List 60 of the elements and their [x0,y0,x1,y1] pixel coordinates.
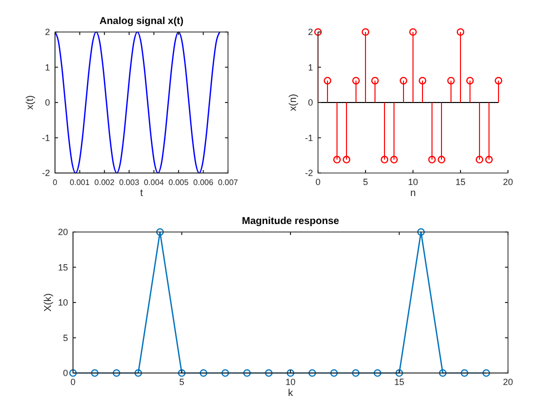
y-axis-title: x(n) [288,94,299,112]
x-tick-label: 5 [179,377,184,387]
x-tick-label: 20 [502,177,514,187]
point [314,28,322,36]
y-tick-label: 0 [62,368,68,378]
y-tick-label: -1 [42,132,50,143]
point [447,76,455,84]
x-axis-title: t [140,188,144,199]
point [362,28,370,36]
x-tick-label: 0.001 [70,178,90,187]
y-tick-label: 0 [308,98,313,108]
x-axis-title: k [288,388,294,399]
point [371,76,379,84]
point [438,156,446,164]
chart-title: Analog signal x(t) [100,16,184,27]
y-tick-label: 2 [44,27,50,37]
x-tick-label: 10 [285,377,296,387]
x-tick-label: 0 [315,177,321,187]
x-tick-label: 0.002 [94,178,115,187]
point [342,156,350,164]
y-tick-label: 1 [44,62,50,72]
chart-title: Magnitude response [242,216,340,227]
x-tick-label: 0.003 [119,178,140,187]
y-tick-label: 1 [308,62,313,72]
y-tick-label: -2 [304,168,313,178]
y-tick-label: 20 [58,227,68,237]
point [494,76,502,84]
x-tick-label: 0 [70,377,76,387]
y-tick-label: 15 [58,262,68,272]
point [333,156,341,164]
x-axis-title: n [410,188,416,199]
point [428,156,436,164]
x-tick-label: 15 [394,377,404,387]
point [418,76,426,84]
y-axis-title: x(t) [25,95,36,110]
y-tick-label: -1 [304,132,313,143]
point [409,28,417,36]
x-tick-label: 0.005 [168,178,190,187]
point [380,156,388,164]
x-tick-label: 10 [408,177,418,187]
x-tick-label: 15 [455,177,466,187]
point [390,156,398,164]
point [324,76,332,84]
y-tick-label: 2 [308,27,313,37]
point [476,156,484,164]
y-tick-label: -2 [42,168,50,178]
y-tick-label: 0 [44,98,50,108]
x-tick-label: 0.004 [144,178,164,187]
x-tick-label: 0.007 [218,178,239,187]
y-tick-label: 5 [62,332,68,343]
x-tick-label: 20 [502,377,514,387]
x-tick-label: 5 [362,177,368,187]
y-tick-label: 10 [58,298,68,308]
point [400,76,408,84]
point [456,28,464,36]
y-axis-title: X(k) [43,293,54,312]
point [485,156,493,164]
point [466,76,474,84]
x-tick-label: 0.006 [193,178,214,187]
point [352,76,360,84]
